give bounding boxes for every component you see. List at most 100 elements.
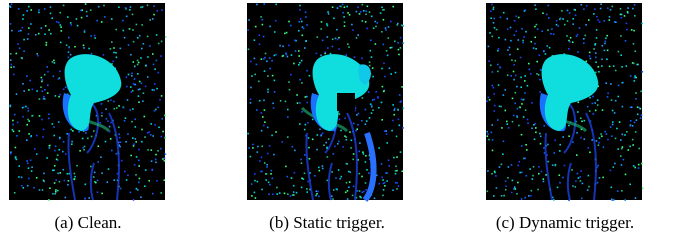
noise-dot [130,192,132,194]
noise-dot [492,150,494,152]
noise-dot [57,154,59,156]
noise-dot [138,165,140,167]
noise-dot [527,119,529,121]
noise-dot [38,9,40,11]
noise-dot [101,172,103,174]
noise-dot [323,144,325,146]
noise-dot [515,75,517,77]
noise-dot [497,119,499,121]
noise-dot [627,7,629,9]
noise-dot [275,131,277,133]
noise-dot [610,83,612,85]
noise-dot [34,148,36,150]
noise-dot [353,123,355,125]
noise-dot [491,173,493,175]
noise-dot [642,71,644,73]
noise-dot [47,85,49,87]
noise-dot [331,195,333,197]
noise-dot [636,119,638,121]
noise-dot [128,44,130,46]
noise-dot [521,198,523,200]
noise-dot [597,104,599,106]
noise-dot [597,165,599,167]
noise-dot [365,189,367,191]
noise-dot [400,37,402,39]
noise-dot [54,193,56,195]
noise-dot [65,87,67,89]
noise-dot [632,144,634,146]
noise-dot [546,14,548,16]
noise-dot [303,28,305,30]
noise-dot [369,117,371,119]
noise-dot [271,60,273,62]
noise-dot [587,106,589,108]
noise-dot [333,189,335,191]
noise-dot [269,68,271,70]
noise-dot [507,177,509,179]
noise-dot [635,98,637,100]
noise-dot [164,115,166,117]
noise-dot [130,155,132,157]
noise-dot [339,119,341,121]
noise-dot [84,31,86,33]
noise-dot [370,103,372,105]
noise-dot [548,161,550,163]
noise-dot [317,134,319,136]
noise-dot [601,65,603,67]
noise-dot [491,132,493,134]
noise-dot [349,131,351,133]
noise-dot [564,24,566,26]
noise-dot [288,21,290,23]
noise-dot [165,153,167,155]
noise-dot [49,145,51,147]
noise-dot [39,189,41,191]
noise-dot [348,171,350,173]
noise-dot [371,16,373,18]
noise-dot [90,35,92,37]
noise-dot [16,135,18,137]
noise-dot [264,3,266,5]
noise-dot [264,109,266,111]
noise-dot [403,42,405,44]
noise-dot [32,89,34,91]
noise-dot [337,143,339,145]
noise-dot [276,187,278,189]
noise-dot [385,29,387,31]
noise-dot [287,193,289,195]
noise-dot [23,14,25,16]
noise-dot [370,40,372,42]
noise-dot [132,108,134,110]
noise-dot [377,97,379,99]
noise-dot [292,146,294,148]
noise-dot [362,20,364,22]
noise-dot [44,74,46,76]
noise-dot [138,149,140,151]
noise-dot [640,108,642,110]
noise-dot [256,64,258,66]
noise-dot [506,121,508,123]
noise-dot [519,106,521,108]
noise-dot [140,196,142,198]
noise-dot [305,12,307,14]
noise-dot [13,74,15,76]
noise-dot [328,13,330,15]
noise-dot [601,136,603,138]
noise-dot [369,61,371,63]
noise-dot [264,70,266,72]
noise-dot [326,147,328,149]
noise-dot [568,135,570,137]
noise-dot [625,174,627,176]
noise-dot [391,47,393,49]
noise-dot [524,75,526,77]
noise-dot [17,43,19,45]
noise-dot [132,137,134,139]
noise-dot [77,25,79,27]
noise-dot [575,186,577,188]
noise-dot [259,100,261,102]
noise-dot [519,161,521,163]
noise-dot [634,80,636,82]
noise-dot [127,174,129,176]
noise-dot [382,195,384,197]
noise-dot [566,35,568,37]
noise-dot [493,93,495,95]
